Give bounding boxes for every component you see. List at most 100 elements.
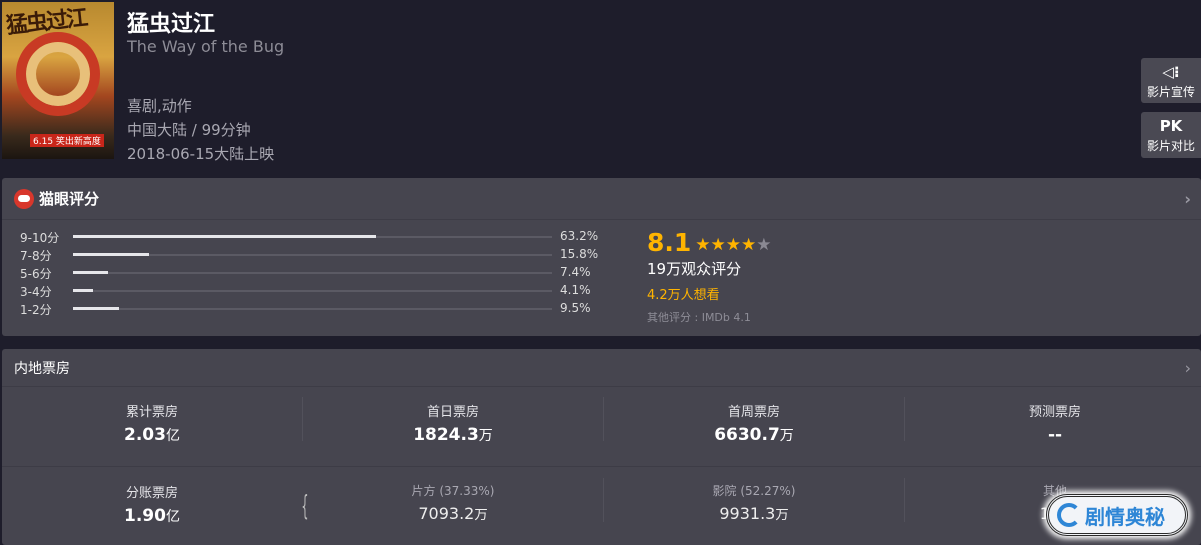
stat-unit: 万 [775, 508, 789, 523]
column-divider [603, 397, 604, 441]
stat-label: 分账票房 [125, 486, 178, 501]
rating-percent: 9.5% [560, 301, 591, 315]
score-block: 8.1 ★★★★★ [647, 229, 772, 257]
rating-row: 7-8分 15.8% [20, 246, 620, 264]
column-divider [904, 397, 905, 441]
rating-range: 7-8分 [20, 249, 52, 263]
boxoffice-stat: 影院 (52.27%) 9931.3万 [604, 482, 904, 523]
stat-number: 7093.2 [418, 504, 475, 523]
rating-header[interactable]: 猫眼评分 › [2, 178, 1201, 220]
rating-bar-track [73, 307, 552, 310]
poster-title: 猛虫过江 [5, 5, 88, 40]
chevron-right-icon[interactable]: › [1184, 358, 1191, 377]
boxoffice-stat: 预测票房 -- [905, 401, 1201, 445]
poster-date: 6.15 笑出新高度 [30, 134, 104, 147]
stat-label: 首日票房 [426, 405, 479, 420]
chevron-right-icon[interactable]: › [1184, 189, 1191, 208]
stat-label: 累计票房 [125, 405, 178, 420]
watermark: 剧情奥秘 [1046, 494, 1188, 536]
rating-bar-fill [73, 307, 119, 310]
boxoffice-stat: 累计票房 2.03亿 [2, 401, 302, 445]
rating-row: 5-6分 7.4% [20, 264, 620, 282]
movie-genres: 喜剧,动作 [127, 97, 192, 115]
stat-value: 9931.3万 [604, 504, 904, 523]
rating-bar-track [73, 289, 552, 292]
boxoffice-stat: 分账票房 1.90亿 [2, 482, 302, 526]
rating-bar-track [73, 253, 552, 256]
promo-button[interactable]: ◁⁝ 影片宣传 [1141, 58, 1201, 103]
movie-region-duration: 中国大陆 / 99分钟 [127, 121, 251, 139]
star-icon: ★ [725, 235, 742, 255]
boxoffice-panel: 内地票房 › 累计票房 2.03亿 首日票房 1824.3万 首周票房 6630.7… [2, 349, 1201, 545]
stat-number: 9931.3 [719, 504, 776, 523]
pk-icon: PK [1159, 117, 1183, 135]
stat-unit: 万 [474, 508, 488, 523]
rating-panel: 猫眼评分 › 9-10分 63.2% 7-8分 15.8% 5-6分 7.4% 3-4… [2, 178, 1201, 336]
score-value: 8.1 [647, 228, 692, 257]
want-count: 4.2万人想看 [647, 288, 720, 303]
star-icon: ★ [710, 235, 726, 255]
stat-value: 7093.2万 [303, 504, 603, 523]
rating-range: 1-2分 [20, 303, 52, 317]
column-divider [603, 478, 604, 522]
other-rating: 其他评分 : IMDb 4.1 [647, 311, 751, 324]
stat-number: 6630.7 [714, 425, 780, 445]
watermark-logo-icon [1057, 503, 1081, 527]
rating-row: 9-10分 63.2% [20, 228, 620, 246]
star-icon: ★ [741, 235, 757, 255]
stat-unit: 万 [779, 428, 794, 444]
stat-value: -- [905, 425, 1201, 445]
movie-release-date: 2018-06-15大陆上映 [127, 145, 275, 163]
stat-label: 预测票房 [1028, 405, 1081, 420]
stat-number: 2.03 [124, 425, 166, 445]
stat-value: 2.03亿 [2, 425, 302, 445]
movie-subtitle: The Way of the Bug [127, 37, 285, 56]
stat-number: 1.90 [124, 506, 166, 526]
stat-unit: 万 [478, 428, 493, 444]
rating-title: 猫眼评分 [39, 190, 100, 208]
star-rating: ★★★★★ [695, 233, 771, 257]
compare-button[interactable]: PK 影片对比 [1141, 112, 1201, 158]
boxoffice-stat: 首周票房 6630.7万 [604, 401, 904, 445]
stat-label: 首周票房 [727, 405, 780, 420]
star-icon: ★ [695, 235, 711, 255]
rating-bar-fill [73, 253, 149, 256]
maoyan-logo-icon [14, 188, 34, 209]
promo-label: 影片宣传 [1146, 85, 1195, 99]
rating-range: 5-6分 [20, 267, 52, 281]
rating-percent: 4.1% [560, 283, 591, 297]
stat-unit: 亿 [165, 509, 180, 525]
poster-target-graphic [16, 32, 100, 116]
rating-row: 3-4分 4.1% [20, 282, 620, 300]
rating-bar-fill [73, 271, 109, 274]
stat-label: 片方 (37.33%) [411, 484, 495, 498]
movie-poster[interactable]: 猛虫过江 6.15 笑出新高度 [2, 2, 114, 159]
stat-value: 1824.3万 [303, 425, 603, 445]
boxoffice-stat: 片方 (37.33%) 7093.2万 [303, 482, 603, 523]
rating-bar-track [73, 235, 552, 238]
audience-count: 19万观众评分 [647, 260, 742, 278]
boxoffice-title: 内地票房 [14, 360, 70, 377]
row-divider [2, 466, 1201, 467]
rating-row: 1-2分 9.5% [20, 300, 620, 318]
rating-bar-track [73, 271, 552, 274]
column-divider [904, 478, 905, 522]
rating-range: 3-4分 [20, 285, 52, 299]
rating-percent: 7.4% [560, 265, 591, 279]
compare-label: 影片对比 [1146, 139, 1195, 153]
stat-unit: 亿 [165, 428, 180, 444]
movie-title: 猛虫过江 [127, 12, 216, 37]
boxoffice-header[interactable]: 内地票房 › [2, 349, 1201, 387]
rating-percent: 63.2% [560, 229, 599, 243]
rating-bar-fill [73, 235, 376, 238]
stat-number: 1824.3 [413, 425, 479, 445]
brace-icon: { [301, 489, 309, 522]
stat-value: 1.90亿 [2, 506, 302, 526]
speaker-icon: ◁⁝ [1162, 63, 1180, 81]
rating-range: 9-10分 [20, 231, 60, 245]
watermark-text: 剧情奥秘 [1085, 504, 1165, 529]
stat-label: 影院 (52.27%) [712, 484, 796, 498]
column-divider [302, 397, 303, 441]
rating-bar-fill [73, 289, 93, 292]
rating-percent: 15.8% [560, 247, 599, 261]
